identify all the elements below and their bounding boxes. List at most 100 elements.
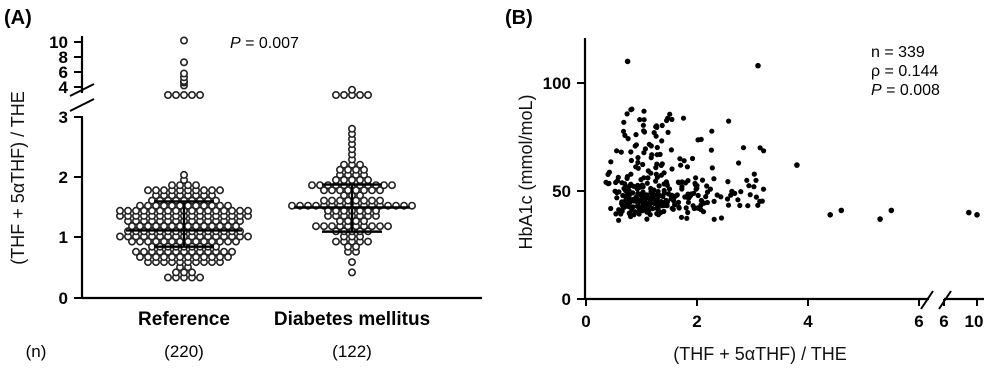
panel-a-point	[176, 253, 185, 262]
panel-b-point	[635, 159, 641, 166]
panel-a-point-high	[355, 91, 364, 100]
panel-b-point	[760, 186, 767, 192]
panel-b-point	[631, 212, 637, 218]
panel-b-point-notable	[755, 62, 761, 69]
panel-a-ytick-label-10: 10	[49, 33, 68, 52]
panel-a-point	[335, 186, 344, 195]
panel-b-point	[624, 111, 630, 117]
panel-b-point	[614, 190, 620, 196]
panel-a-point	[152, 186, 161, 195]
panel-a-point	[184, 253, 193, 262]
panel-b-point	[661, 190, 668, 196]
panel-a-y-axis-title: (THF + 5αTHF) / THE	[8, 91, 28, 265]
panel-a-point	[367, 196, 376, 205]
panel-b-point	[669, 116, 675, 122]
panel-b-y-axis-title: HbA1c (mmol/moL)	[516, 94, 536, 249]
panel-b-point	[642, 200, 649, 206]
panel-b-point-notable	[974, 212, 980, 218]
panel-b-point	[677, 156, 683, 162]
panel-b-ytick-label-50: 50	[552, 182, 571, 201]
panel-b-xtick-label-2: 2	[692, 312, 701, 331]
panel-a-ytick-label-3: 3	[59, 108, 68, 127]
panel-b-point	[624, 175, 630, 181]
panel-b-point	[755, 202, 761, 208]
panel-a-point	[363, 176, 372, 185]
panel-a-point	[168, 237, 177, 246]
panel-b-point	[641, 108, 647, 114]
panel-b-point	[637, 117, 643, 123]
panel-b-ytick-label-0: 0	[562, 290, 571, 309]
panel-b-point	[608, 159, 614, 165]
panel-b-point	[753, 177, 759, 183]
panel-b-point	[643, 194, 649, 200]
panel-b-point-notable	[624, 58, 631, 65]
panel-b-point	[672, 202, 678, 208]
panel-b-point	[628, 149, 634, 155]
panel-a-p-symbol: P	[230, 35, 241, 52]
panel-a-point	[152, 253, 161, 262]
panel-a-point	[351, 242, 360, 251]
panel-b-point	[736, 160, 742, 166]
panel-a-point	[172, 268, 181, 277]
panel-a-point	[347, 176, 356, 185]
panel-b-point	[634, 198, 640, 205]
panel-a-point	[212, 206, 221, 215]
panel-b-point	[678, 162, 684, 168]
panel-b-point	[664, 117, 670, 124]
panel-b-point	[654, 205, 660, 212]
panel-b-point	[615, 174, 621, 180]
panel-b-point	[698, 197, 705, 204]
panel-a-point	[216, 201, 225, 210]
panel-b-point	[738, 189, 744, 195]
panel-b-point	[608, 205, 614, 212]
panel-b-point	[634, 186, 640, 192]
panel-a-point	[375, 186, 384, 195]
panel-b-point	[683, 205, 689, 211]
panel-b-point	[641, 150, 647, 156]
panel-a-point-high	[180, 69, 189, 78]
panel-a-point-high	[164, 91, 173, 100]
panel-a-point	[208, 237, 217, 246]
n-value-diabetes: (122)	[332, 342, 372, 361]
panel-b-point	[635, 165, 641, 171]
panel-b-point	[757, 198, 763, 204]
panel-b-point	[618, 149, 624, 155]
panel-b-n-annotation: n = 339	[871, 44, 925, 61]
panel-b-point	[668, 147, 675, 153]
panel-a-point	[228, 247, 237, 256]
panel-b-point	[740, 145, 747, 151]
panel-b-point	[745, 203, 751, 209]
panel-a-point	[351, 165, 360, 174]
panel-a-ytick-label-0: 0	[59, 289, 68, 308]
panel-a-point	[200, 237, 209, 246]
panel-a-point	[335, 217, 344, 226]
panel-a-point	[208, 253, 217, 262]
panel-a-point	[232, 237, 241, 246]
panel-a-axis-break-mark-2	[69, 83, 95, 97]
panel-b-x-ticks: 0 2 4 6 6 10	[581, 299, 983, 331]
panel-a-point	[136, 201, 145, 210]
panel-b-point	[746, 183, 752, 189]
panel-b-point	[729, 189, 735, 195]
panel-a-point	[236, 206, 245, 215]
panel-a-y-ticks-upper: 4 6 8 10	[49, 33, 82, 97]
panel-a-point	[355, 191, 364, 200]
panel-b-point	[661, 208, 667, 214]
panel-b-point	[614, 195, 620, 201]
panel-b-point	[633, 142, 640, 148]
panel-b-point	[744, 177, 750, 183]
panel-a-point	[160, 237, 169, 246]
panel-b-point	[616, 217, 622, 223]
category-label-diabetes: Diabetes mellitus	[274, 309, 430, 330]
panel-a-point	[216, 186, 225, 195]
panel-b-point	[639, 208, 646, 214]
panel-b-point	[751, 171, 757, 177]
panel-a-point	[220, 206, 229, 215]
panel-b-point	[661, 170, 667, 176]
panel-b-point	[645, 175, 651, 181]
panel-b-point	[621, 119, 627, 125]
panel-a-point	[144, 201, 153, 210]
panel-a-ytick-label-2: 2	[59, 168, 68, 187]
panel-b-x-axis-title: (THF + 5αTHF) / THE	[673, 344, 847, 364]
